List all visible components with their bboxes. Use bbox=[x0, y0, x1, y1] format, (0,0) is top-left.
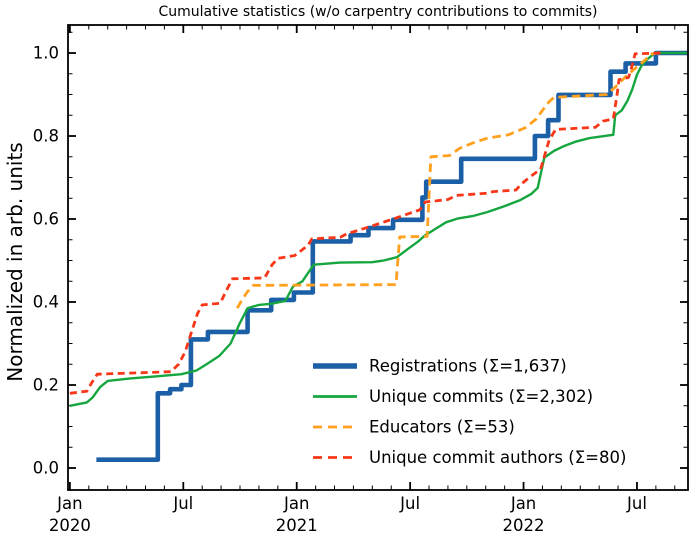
x-tick-label: Jan bbox=[283, 494, 309, 513]
chart-title: Cumulative statistics (w/o carpentry con… bbox=[158, 4, 597, 20]
y-tick-label: 0.2 bbox=[33, 376, 59, 395]
legend-item-unique-commit-authors: Unique commit authors (Σ=80) bbox=[313, 448, 626, 467]
legend-item-registrations: Registrations (Σ=1,637) bbox=[313, 357, 567, 376]
x-tick-label: Jul bbox=[172, 494, 193, 513]
legend-item-educators: Educators (Σ=53) bbox=[313, 418, 515, 437]
legend-label: Unique commit authors (Σ=80) bbox=[369, 448, 626, 467]
x-tick-label: Jan bbox=[56, 494, 82, 513]
y-tick-label: 1.0 bbox=[33, 44, 59, 63]
series-lines bbox=[69, 50, 688, 462]
legend-label: Educators (Σ=53) bbox=[369, 418, 515, 437]
legend-label: Unique commits (Σ=2,302) bbox=[369, 387, 593, 406]
plot-border bbox=[67, 24, 689, 491]
x-tick-year-label: 2022 bbox=[503, 516, 545, 535]
series-line-educators bbox=[235, 51, 660, 309]
x-tick-year-label: 2021 bbox=[276, 516, 318, 535]
x-tick-label: Jul bbox=[399, 494, 420, 513]
x-axis-tick-labels: Jan 2020 Jul Jan 2021 Jul Jan 2022 Jul bbox=[49, 494, 647, 535]
x-tick-label: Jul bbox=[626, 494, 647, 513]
x-tick-label: Jan bbox=[510, 494, 536, 513]
legend: Registrations (Σ=1,637) Unique commits (Σ… bbox=[313, 357, 626, 467]
series-line-unique-commits bbox=[69, 51, 688, 407]
legend-item-unique-commits: Unique commits (Σ=2,302) bbox=[313, 387, 593, 406]
x-tick-year-label: 2020 bbox=[49, 516, 91, 535]
y-axis-tick-labels: 0.0 0.2 0.4 0.6 0.8 1.0 bbox=[33, 44, 59, 478]
y-tick-label: 0.6 bbox=[33, 210, 59, 229]
y-tick-label: 0.4 bbox=[33, 293, 59, 312]
y-tick-label: 0.8 bbox=[33, 127, 59, 146]
y-tick-label: 0.0 bbox=[33, 459, 59, 478]
legend-label: Registrations (Σ=1,637) bbox=[369, 357, 567, 376]
series-line-registrations bbox=[96, 50, 688, 462]
y-axis-label: Normalized in arb. units bbox=[3, 142, 27, 381]
